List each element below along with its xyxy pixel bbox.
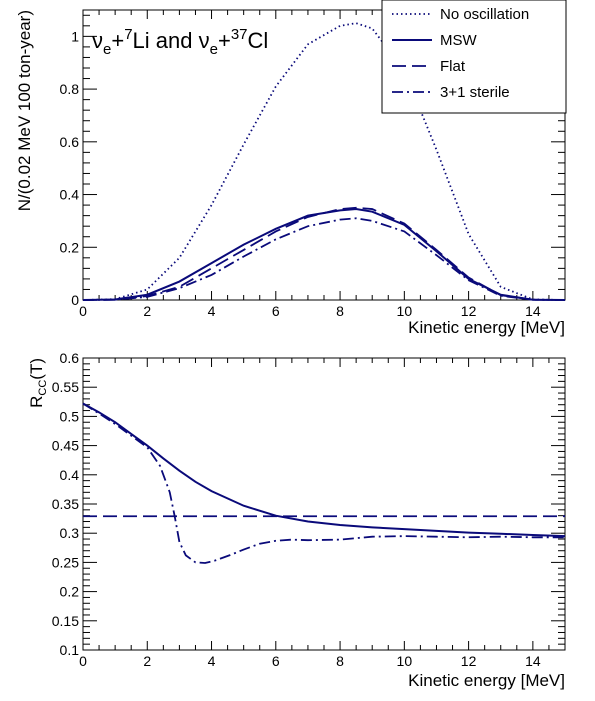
title-part: 37 (231, 26, 248, 43)
title-part: e (210, 41, 218, 58)
y-tick-label: 0.4 (60, 467, 80, 483)
series-line-no-oscillation (82, 22, 566, 301)
top-y-axis-label: N/(0.02 MeV 100 ton-year) (15, 10, 34, 211)
legend-label: Flat (440, 58, 466, 75)
bottom-y-axis-label-tail: (T) (27, 358, 46, 380)
top-x-axis-label: Kinetic energy [MeV] (408, 318, 565, 337)
x-tick-label: 12 (461, 653, 477, 669)
bottom-plot-frame (82, 357, 566, 651)
x-tick-label: 6 (272, 653, 280, 669)
series-line-flat (82, 206, 566, 301)
top-series (82, 22, 566, 301)
y-tick-label: 0.1 (60, 642, 80, 658)
y-tick-label: 0.3 (60, 525, 80, 541)
title-part: Li and (133, 28, 199, 53)
bottom-y-axis-label: RCC(T) (27, 358, 49, 408)
y-tick-label: 0.25 (52, 554, 79, 570)
x-tick-label: 8 (336, 653, 344, 669)
y-tick-label: 0.5 (60, 408, 80, 424)
bottom-x-axis-label: Kinetic energy [MeV] (408, 671, 565, 690)
bottom-y-axis-label-sub: CC (37, 380, 49, 396)
bottom-y-axis-label-main: R (27, 396, 46, 408)
x-tick-label: 4 (208, 303, 216, 319)
legend: No oscillation MSW Flat 3+1 sterile (381, 0, 567, 114)
x-tick-label: 12 (461, 303, 477, 319)
x-tick-label: 2 (143, 653, 151, 669)
bottom-panel: 0 2 4 6 8 10 12 14 0.1 0.15 0.2 0.25 0.3 0.35 0.4 0.45 0… (27, 350, 566, 690)
title-part: 7 (124, 26, 132, 43)
x-tick-label: 2 (143, 303, 151, 319)
title-part: + (111, 28, 124, 53)
x-tick-label: 14 (525, 653, 541, 669)
y-tick-label: 0.4 (60, 187, 80, 203)
legend-box (381, 0, 567, 114)
x-tick-label: 4 (208, 653, 216, 669)
y-tick-label: 0.45 (52, 438, 79, 454)
x-tick-label: 6 (272, 303, 280, 319)
title-part: ν (199, 28, 210, 53)
x-tick-label: 10 (397, 653, 413, 669)
title-part: + (218, 28, 231, 53)
bottom-series (82, 402, 566, 564)
series-line-dashdot (82, 402, 565, 564)
legend-label: MSW (440, 32, 478, 49)
x-tick-label: 8 (336, 303, 344, 319)
x-tick-label: 0 (79, 303, 87, 319)
y-tick-label: 0.15 (52, 613, 79, 629)
series-line-solid (82, 402, 566, 538)
title-part: Cl (248, 28, 269, 53)
title-part: ν (92, 28, 103, 53)
legend-label: 3+1 sterile (440, 84, 510, 101)
y-tick-label: 0.2 (60, 239, 80, 255)
y-tick-label: 0.6 (60, 134, 80, 150)
series-line-3-1-sterile (82, 217, 566, 301)
x-tick-label: 10 (397, 303, 413, 319)
title-part: e (103, 41, 111, 58)
x-tick-label: 0 (79, 653, 87, 669)
y-tick-label: 0.35 (52, 496, 79, 512)
bottom-ticks: 0 2 4 6 8 10 12 14 0.1 0.15 0.2 0.25 0.3 0.35 0.4 0.45 0… (52, 350, 566, 669)
y-tick-label: 0.55 (52, 379, 79, 395)
y-tick-label: 0 (71, 292, 79, 308)
y-tick-label: 1 (71, 28, 79, 44)
y-tick-label: 0.8 (60, 81, 80, 97)
top-plot-title: νe+7Li and νe+37Cl (92, 26, 268, 58)
legend-label: No oscillation (440, 6, 529, 23)
y-tick-label: 0.6 (60, 350, 80, 366)
x-tick-label: 14 (525, 303, 541, 319)
y-tick-label: 0.2 (60, 584, 80, 600)
